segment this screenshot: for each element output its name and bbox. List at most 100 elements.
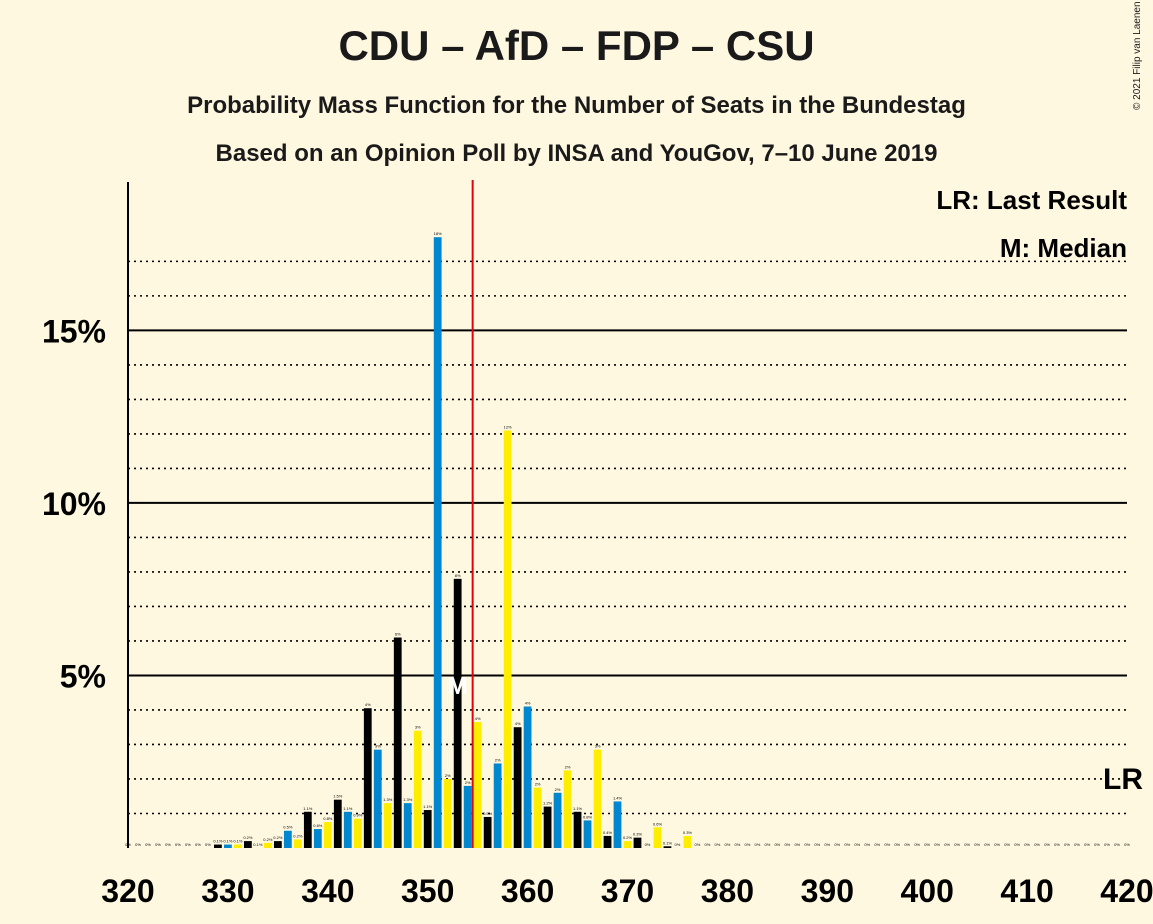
bar-label: 3% <box>375 744 381 749</box>
bar-label: 0% <box>794 842 800 847</box>
bar-label: 0% <box>695 842 701 847</box>
x-tick-label: 380 <box>701 873 754 909</box>
bar-label: 0.2% <box>243 835 253 840</box>
chart-title: CDU – AfD – FDP – CSU <box>338 22 815 69</box>
bar <box>543 806 552 848</box>
bar-label: 3% <box>415 725 421 730</box>
bar <box>473 722 482 848</box>
bar <box>503 430 512 848</box>
bar-label: 0.3% <box>683 830 693 835</box>
bar <box>453 578 462 848</box>
bar <box>313 829 322 848</box>
bar-label: 0.2% <box>273 835 283 840</box>
bar-label: 0% <box>205 842 211 847</box>
legend-median: M: Median <box>1000 233 1127 263</box>
bar-label: 0% <box>994 842 1000 847</box>
bar-label: 0.3% <box>633 832 643 837</box>
bar-label: 0% <box>165 842 171 847</box>
bar-label: 0% <box>984 842 990 847</box>
bar <box>683 835 692 848</box>
bar-label: 0% <box>135 842 141 847</box>
bar-label: 0% <box>874 842 880 847</box>
bar-label: 2% <box>535 782 541 787</box>
bar-label: 4% <box>525 701 531 706</box>
x-tick-label: 420 <box>1100 873 1153 909</box>
bar <box>373 749 382 848</box>
bar-label: 0.4% <box>603 830 613 835</box>
bar-label: 0% <box>854 842 860 847</box>
bar-label: 0% <box>675 842 681 847</box>
x-tick-label: 340 <box>301 873 354 909</box>
bar-label: 1.5% <box>333 794 343 799</box>
bar <box>363 708 372 848</box>
bar-label: 0% <box>904 842 910 847</box>
bar <box>303 811 312 848</box>
bar <box>393 637 402 848</box>
bar-label: 0% <box>645 842 651 847</box>
bar-label: 18% <box>434 231 442 236</box>
bar-label: 0.5% <box>283 825 293 830</box>
bar-label: 0% <box>175 842 181 847</box>
bar-label: 0% <box>1074 842 1080 847</box>
bar <box>323 822 332 848</box>
bar <box>513 727 522 848</box>
bar <box>333 799 342 848</box>
bar-label: 1.3% <box>403 797 413 802</box>
bar-label: 0% <box>734 842 740 847</box>
bar-label: 0% <box>725 842 731 847</box>
bar-label: 0% <box>814 842 820 847</box>
bar-label: 1.1% <box>343 806 353 811</box>
bar-label: 0% <box>914 842 920 847</box>
bar-label: 0% <box>974 842 980 847</box>
bar-label: 0.1% <box>663 840 673 845</box>
bar-label: 1.3% <box>383 797 393 802</box>
bar-label: 0% <box>764 842 770 847</box>
bar <box>463 785 472 848</box>
bar <box>413 730 422 848</box>
bar <box>623 841 632 848</box>
bar-label: 0% <box>774 842 780 847</box>
bar-label: 0.2% <box>263 837 273 842</box>
bar-label: 0% <box>185 842 191 847</box>
bars: 0%0%0%0%0%0%0%0%0%0.1%0.1%0.1%0.2%0.1%0.… <box>125 231 1130 849</box>
median-and-legend: LR: Last Result M: Median LR M <box>448 180 1143 848</box>
bar-label: 0% <box>1114 842 1120 847</box>
bar-label: 0% <box>844 842 850 847</box>
x-tick-label: 360 <box>501 873 554 909</box>
bar <box>583 820 592 848</box>
bar-label: 0% <box>944 842 950 847</box>
bar <box>263 842 272 848</box>
bar-label: 0.9% <box>483 811 493 816</box>
bar <box>224 844 232 848</box>
bar-label: 0.8% <box>583 814 593 819</box>
bar <box>603 835 612 848</box>
y-tick-label: 15% <box>42 313 106 349</box>
bar-label: 2% <box>465 780 471 785</box>
last-result-marker: LR <box>1103 763 1143 796</box>
bar <box>273 841 282 848</box>
bar-label: 0% <box>715 842 721 847</box>
bar <box>633 837 642 848</box>
bar-label: 0.2% <box>623 835 633 840</box>
bar <box>563 770 572 848</box>
bar-label: 0.6% <box>653 821 663 826</box>
grid-lines <box>128 260 1127 815</box>
bar <box>403 803 412 848</box>
bar <box>573 811 582 848</box>
bar-label: 0% <box>824 842 830 847</box>
bar-label: 0.1% <box>223 839 233 844</box>
bar-label: 0% <box>1094 842 1100 847</box>
bar-label: 0% <box>784 842 790 847</box>
bar-label: 12% <box>504 424 512 429</box>
bar-label: 0% <box>1024 842 1030 847</box>
bar-label: 0% <box>1084 842 1090 847</box>
bar <box>353 818 362 848</box>
bar-label: 8% <box>455 573 461 578</box>
bar-label: 4% <box>475 716 481 721</box>
chart-source-line: Based on an Opinion Poll by INSA and You… <box>215 140 938 167</box>
bar-label: 0.1% <box>253 842 263 847</box>
bar-label: 6% <box>395 632 401 637</box>
x-tick-label: 330 <box>201 873 254 909</box>
bar <box>483 816 492 848</box>
bar-label: 0% <box>1014 842 1020 847</box>
